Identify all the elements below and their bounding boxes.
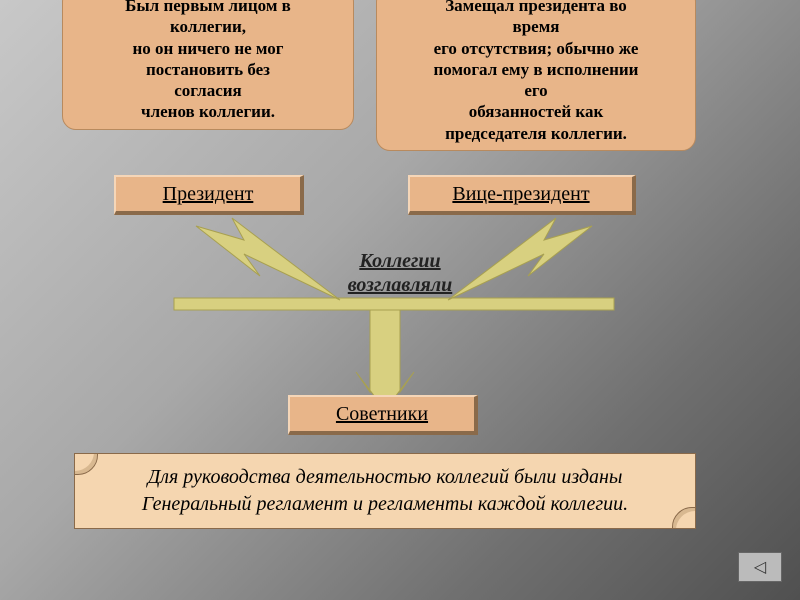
vice-president-label: Вице-президент bbox=[452, 183, 589, 206]
scroll-note: Для руководства деятельностью коллегий б… bbox=[74, 453, 696, 529]
president-description: Был первым лицом вколлегии,но он ничего … bbox=[62, 0, 354, 130]
scroll-curl-icon bbox=[672, 507, 696, 529]
vice-president-box: Вице-президент bbox=[408, 175, 636, 215]
nav-back-button[interactable]: ◁ bbox=[738, 552, 782, 582]
connector-bar bbox=[174, 298, 614, 310]
advisors-box: Советники bbox=[288, 395, 478, 435]
scroll-text: Для руководства деятельностью коллегий б… bbox=[142, 466, 628, 515]
scroll-curl-icon bbox=[74, 453, 98, 475]
center-label: Коллегии возглавляли bbox=[310, 249, 490, 297]
center-line2: возглавляли bbox=[348, 274, 452, 296]
advisors-label: Советники bbox=[336, 403, 428, 426]
vice-desc-text: Замещал президента вовремяего отсутствия… bbox=[434, 0, 639, 143]
president-label: Президент bbox=[163, 183, 254, 206]
vice-president-description: Замещал президента вовремяего отсутствия… bbox=[376, 0, 696, 151]
back-triangle-icon: ◁ bbox=[754, 557, 766, 577]
president-desc-text: Был первым лицом вколлегии,но он ничего … bbox=[125, 0, 291, 121]
center-line1: Коллегии bbox=[359, 250, 440, 272]
president-box: Президент bbox=[114, 175, 304, 215]
